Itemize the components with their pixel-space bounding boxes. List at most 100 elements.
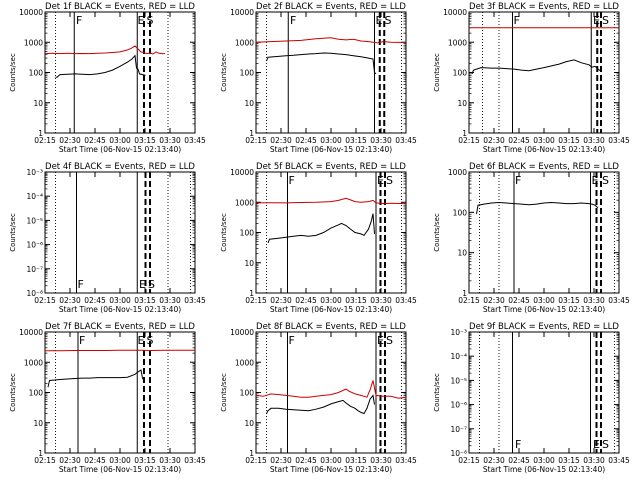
x-tick-label: 03:45 — [184, 296, 206, 305]
marker-letter: E — [593, 438, 600, 451]
x-tick-label: 03:30 — [583, 136, 605, 145]
y-tick-label: 10000 — [230, 8, 254, 17]
y-axis-label: Counts/sec — [220, 373, 228, 412]
x-axis-label: Start Time (06-Nov-15 02:13:40) — [483, 465, 605, 474]
x-tick-label: 02:45 — [84, 136, 106, 145]
x-tick-label: 03:45 — [608, 296, 630, 305]
lld-series-line — [45, 349, 195, 352]
y-tick-label: 10⁻⁵ — [26, 216, 43, 225]
panel-title: Det 8f BLACK = Events, RED = LLD — [256, 322, 406, 332]
x-tick-label: 02:30 — [483, 136, 505, 145]
x-tick-label: 03:00 — [320, 296, 342, 305]
x-tick-label: 03:30 — [159, 136, 181, 145]
plot-frame — [44, 11, 196, 134]
panel-det-4f: Det 4f BLACK = Events, RED = LLD 10⁻⁸ 10⁻⁷… — [9, 162, 206, 314]
marker-letter: E — [376, 14, 383, 27]
marker-letter: S — [148, 278, 155, 291]
y-tick-label: 10 — [33, 419, 43, 428]
marker-letter: S — [386, 334, 393, 347]
panel-title: Det 4f BLACK = Events, RED = LLD — [45, 162, 195, 172]
y-tick-label: 10⁻⁸ — [450, 449, 467, 458]
panel-det-8f: Det 8f BLACK = Events, RED = LLD 1 10 100 10… — [220, 322, 417, 474]
y-tick-label: 10000 — [230, 168, 254, 177]
marker-letter: S — [385, 14, 392, 27]
y-tick-label: 1 — [38, 129, 43, 138]
x-tick-label: 02:30 — [270, 136, 292, 145]
x-tick-label: 02:45 — [295, 296, 317, 305]
x-tick-label: 03:15 — [345, 456, 367, 465]
x-tick-label: 03:00 — [109, 456, 131, 465]
x-tick-label: 03:15 — [345, 136, 367, 145]
x-tick-label: 03:30 — [159, 296, 181, 305]
y-tick-label: 10000 — [443, 8, 467, 17]
x-tick-label: 02:30 — [59, 456, 81, 465]
events-series-line — [266, 52, 377, 75]
y-tick-label: 1 — [249, 129, 254, 138]
x-tick-label: 02:15 — [245, 296, 267, 305]
y-tick-label: 10 — [244, 259, 254, 268]
marker-letter: F — [514, 14, 520, 27]
y-axis-label: Counts/sec — [220, 213, 228, 252]
y-axis-label: Counts/sec — [9, 213, 17, 252]
y-tick-label: 10 — [244, 99, 254, 108]
x-axis-label: Start Time (06-Nov-15 02:13:40) — [270, 145, 392, 154]
y-tick-label: 100 — [29, 69, 44, 78]
x-tick-label: 03:30 — [370, 456, 392, 465]
x-tick-label: 03:00 — [109, 296, 131, 305]
panel-det-3f: Det 3f BLACK = Events, RED = LLD 1 10 100 10… — [433, 2, 630, 154]
y-tick-label: 1 — [462, 289, 467, 298]
y-tick-label: 1 — [38, 449, 43, 458]
panel-title: Det 6f BLACK = Events, RED = LLD — [469, 162, 619, 172]
x-tick-label: 03:15 — [558, 136, 580, 145]
x-tick-label: 03:45 — [395, 296, 417, 305]
marker-letter: E — [138, 14, 145, 27]
x-tick-label: 02:30 — [483, 456, 505, 465]
x-tick-label: 03:45 — [395, 456, 417, 465]
x-axis-label: Start Time (06-Nov-15 02:13:40) — [59, 145, 181, 154]
panel-title: Det 7f BLACK = Events, RED = LLD — [45, 322, 195, 332]
x-tick-label: 03:15 — [345, 296, 367, 305]
panel-det-6f: Det 6f BLACK = Events, RED = LLD 1 10 100 10… — [433, 162, 630, 314]
y-tick-label: 10⁻³ — [26, 168, 43, 177]
x-tick-label: 03:30 — [583, 456, 605, 465]
y-tick-label: 10000 — [19, 8, 43, 17]
marker-letter: S — [386, 174, 393, 187]
x-tick-label: 03:00 — [320, 456, 342, 465]
x-tick-label: 03:30 — [583, 296, 605, 305]
x-tick-label: 02:15 — [245, 136, 267, 145]
y-tick-label: 10⁻⁴ — [26, 192, 43, 201]
events-series-line — [55, 54, 146, 78]
marker-letter: E — [377, 174, 384, 187]
x-tick-label: 03:00 — [109, 136, 131, 145]
x-tick-label: 02:30 — [59, 136, 81, 145]
x-tick-label: 03:45 — [608, 136, 630, 145]
y-tick-label: 1000 — [448, 38, 467, 47]
marker-letter: S — [602, 14, 609, 27]
marker-letter: F — [289, 174, 295, 187]
lld-series-line — [255, 37, 407, 44]
marker-letter: F — [290, 14, 296, 27]
x-tick-label: 03:30 — [159, 456, 181, 465]
marker-letter: E — [139, 278, 146, 291]
x-tick-label: 02:30 — [483, 296, 505, 305]
x-axis-label: Start Time (06-Nov-15 02:13:40) — [483, 145, 605, 154]
events-series-line — [47, 369, 145, 388]
y-tick-label: 1 — [462, 129, 467, 138]
marker-letter: S — [147, 14, 154, 27]
x-tick-label: 02:15 — [34, 136, 56, 145]
marker-letter: S — [602, 438, 609, 451]
panel-det-9f: Det 9f BLACK = Events, RED = LLD 10⁻⁸ 10⁻⁷… — [433, 322, 630, 474]
marker-letter: F — [289, 334, 295, 347]
x-tick-label: 03:15 — [134, 456, 156, 465]
y-tick-label: 1000 — [235, 358, 254, 367]
x-tick-label: 02:15 — [458, 456, 480, 465]
x-tick-label: 03:45 — [608, 456, 630, 465]
y-tick-label: 10⁻⁴ — [450, 352, 467, 361]
lld-series-line — [255, 380, 407, 399]
y-tick-label: 100 — [240, 229, 255, 238]
x-tick-label: 03:45 — [184, 136, 206, 145]
x-tick-label: 02:45 — [508, 456, 530, 465]
events-series-line — [471, 59, 602, 75]
y-tick-label: 10⁻⁷ — [26, 265, 43, 274]
